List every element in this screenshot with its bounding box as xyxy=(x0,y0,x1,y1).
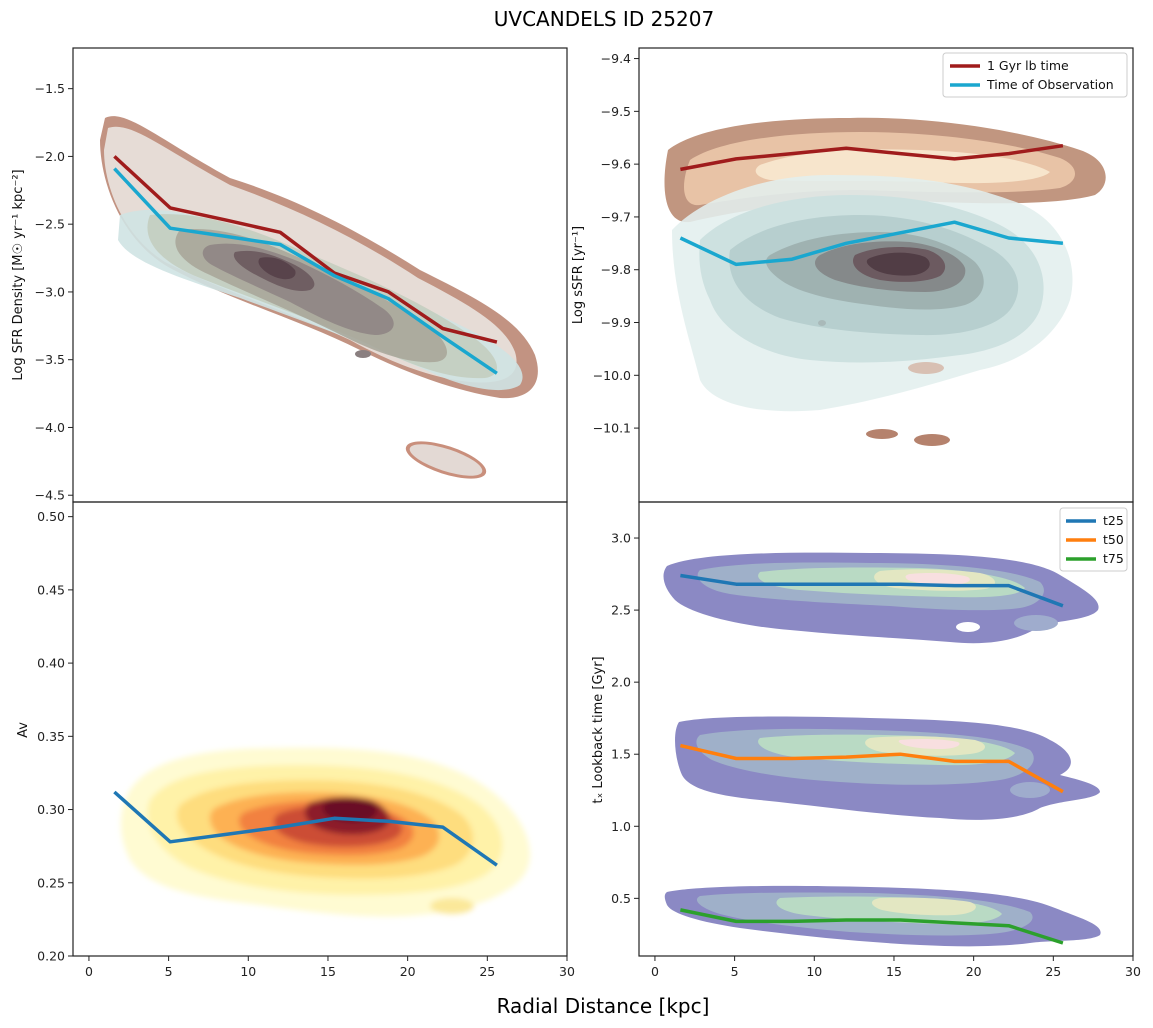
panel-sfr-density: −4.5 −4.0 −3.5 −3.0 −2.5 −2.0 −1.5 Log SFR Den… xyxy=(11,47,568,503)
sfrd-series xyxy=(113,155,498,375)
tx-legend-label-t75: t75 xyxy=(1103,551,1124,566)
xtick-label: 10 xyxy=(806,964,822,979)
ytick-label: −10.0 xyxy=(593,368,631,383)
ytick-label: −3.5 xyxy=(35,352,65,367)
sfrd-density-contours xyxy=(100,116,538,479)
ytick-label: −2.0 xyxy=(35,149,65,164)
ytick-label: 0.50 xyxy=(37,509,65,524)
xtick-label: 30 xyxy=(1125,964,1141,979)
tx-density-contours xyxy=(663,552,1101,947)
ytick-label: 0.35 xyxy=(37,729,65,744)
xtick-label: 30 xyxy=(559,964,575,979)
av-ylabel: Av xyxy=(16,722,31,738)
tx-yticks: 0.5 1.0 1.5 2.0 2.5 3.0 xyxy=(611,531,639,906)
figure-xlabel: Radial Distance [kpc] xyxy=(497,994,710,1018)
tx-xticks: 0 5 10 15 20 25 30 xyxy=(651,956,1141,979)
ssfr-series xyxy=(679,143,1064,267)
ytick-label: −4.5 xyxy=(35,488,65,503)
panel-ssfr: −10.1 −10.0 −9.9 −9.8 −9.7 −9.6 −9.5 −9.4 Log s… xyxy=(571,47,1134,503)
ytick-label: −1.5 xyxy=(35,81,65,96)
sfrd-line-1gyr xyxy=(113,155,498,344)
ytick-label: 0.5 xyxy=(611,891,631,906)
tx-legend-label-t25: t25 xyxy=(1103,513,1124,528)
ytick-label: −10.1 xyxy=(593,421,631,436)
ytick-label: −3.0 xyxy=(35,284,65,299)
ytick-label: 0.20 xyxy=(37,949,65,964)
ssfr-legend-label-1gyr: 1 Gyr lb time xyxy=(987,58,1069,73)
xtick-label: 5 xyxy=(165,964,173,979)
panel-av: 0.20 0.25 0.30 0.35 0.40 0.45 0.50 0 5 10 15 20 25 3… xyxy=(16,501,575,979)
ytick-label: −4.0 xyxy=(35,420,65,435)
ytick-label: 1.0 xyxy=(611,819,631,834)
ytick-label: 2.5 xyxy=(611,603,631,618)
ytick-label: −2.5 xyxy=(35,217,65,232)
tx-line-t50 xyxy=(680,743,1064,794)
ytick-label: 3.0 xyxy=(611,531,631,546)
xtick-label: 15 xyxy=(320,964,336,979)
ssfr-line-1gyr xyxy=(680,143,1064,172)
tx-series xyxy=(680,573,1064,945)
xtick-label: 10 xyxy=(240,964,256,979)
ytick-label: −9.8 xyxy=(601,262,631,277)
ssfr-legend: 1 Gyr lb time Time of Observation xyxy=(942,52,1128,98)
sfrd-ylabel: Log SFR Density [M☉ yr⁻¹ kpc⁻²] xyxy=(11,169,26,380)
ytick-label: 0.40 xyxy=(37,656,65,671)
tx-frame xyxy=(638,501,1134,957)
ytick-label: 1.5 xyxy=(611,747,631,762)
ssfr-ylabel: Log sSFR [yr⁻¹] xyxy=(571,226,586,324)
ytick-label: −9.6 xyxy=(601,157,631,172)
xtick-label: 5 xyxy=(731,964,739,979)
xtick-label: 15 xyxy=(886,964,902,979)
av-xticks: 0 5 10 15 20 25 30 xyxy=(85,956,575,979)
sfrd-line-obs xyxy=(113,167,498,375)
av-frame xyxy=(72,501,568,957)
xtick-label: 20 xyxy=(400,964,416,979)
ytick-label: −9.9 xyxy=(601,315,631,330)
xtick-label: 25 xyxy=(479,964,495,979)
ytick-label: −9.5 xyxy=(601,104,631,119)
tx-legend: t25 t50 t75 xyxy=(1059,507,1128,572)
xtick-label: 20 xyxy=(966,964,982,979)
av-series xyxy=(113,790,498,867)
tx-line-t25 xyxy=(680,573,1064,608)
ytick-label: 2.0 xyxy=(611,675,631,690)
figure-title: UVCANDELS ID 25207 xyxy=(494,7,714,31)
xtick-label: 0 xyxy=(85,964,93,979)
ytick-label: −9.7 xyxy=(601,209,631,224)
xtick-label: 25 xyxy=(1045,964,1061,979)
tx-ylabel: tₓ Lookback time [Gyr] xyxy=(591,656,606,803)
ytick-label: −9.4 xyxy=(601,51,631,66)
ssfr-line-obs xyxy=(679,220,1064,267)
ssfr-legend-box xyxy=(942,52,1128,98)
panel-tx: 0.5 1.0 1.5 2.0 2.5 3.0 0 5 10 15 20 25 30 tₓ Lookb… xyxy=(591,501,1141,979)
av-line xyxy=(113,790,498,867)
ssfr-yticks: −10.1 −10.0 −9.9 −9.8 −9.7 −9.6 −9.5 −9.4 xyxy=(593,51,639,436)
xtick-label: 0 xyxy=(651,964,659,979)
ssfr-density-contours xyxy=(664,117,1106,446)
ytick-label: 0.25 xyxy=(37,875,65,890)
av-density-contours xyxy=(120,747,530,917)
sfrd-yticks: −4.5 −4.0 −3.5 −3.0 −2.5 −2.0 −1.5 xyxy=(35,81,73,503)
ytick-label: 0.30 xyxy=(37,802,65,817)
ssfr-legend-label-obs: Time of Observation xyxy=(986,77,1114,92)
av-yticks: 0.20 0.25 0.30 0.35 0.40 0.45 0.50 xyxy=(37,509,73,964)
ytick-label: 0.45 xyxy=(37,582,65,597)
tx-legend-label-t50: t50 xyxy=(1103,532,1124,547)
tx-line-t75 xyxy=(680,908,1064,945)
